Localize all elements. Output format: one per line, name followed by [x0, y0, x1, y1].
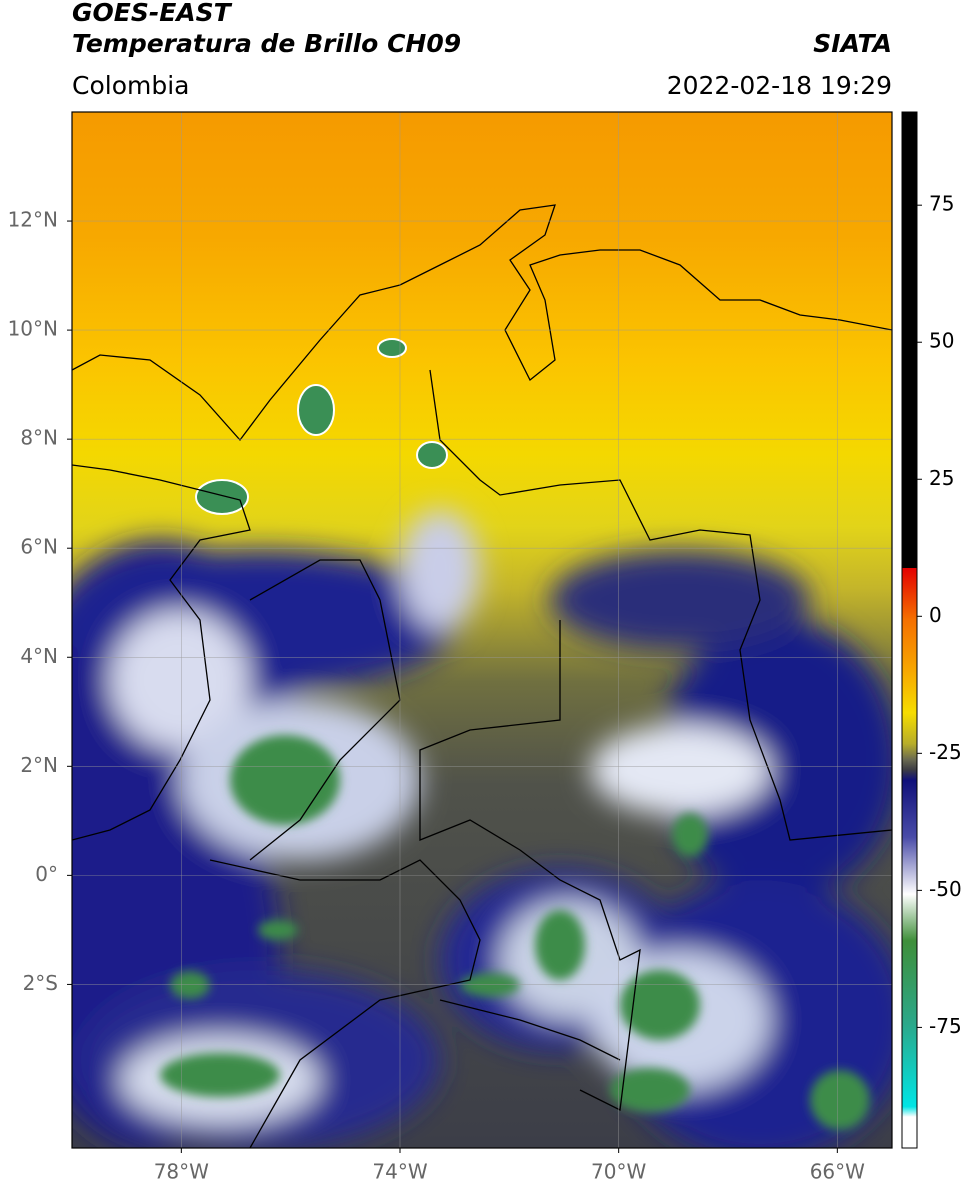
storm-cell [377, 338, 407, 358]
cloud [590, 725, 770, 815]
cold-top [258, 920, 298, 940]
border [429, 369, 892, 841]
cold-top [460, 973, 520, 997]
map-frame [71, 111, 893, 1149]
cloud [550, 550, 810, 650]
y-tick-label: 0° [35, 862, 58, 886]
colorbar-label: -75 [929, 1014, 962, 1038]
cold-top [620, 970, 700, 1040]
cold-top [160, 1053, 280, 1097]
y-tick-label: 6°N [20, 535, 58, 559]
cold-top [672, 813, 708, 857]
cold-top [610, 1068, 690, 1112]
cold-tops [160, 735, 870, 1130]
storm-cell [416, 441, 448, 469]
imagery [72, 112, 892, 1148]
colorbar-label: 50 [929, 329, 954, 353]
y-tick-label: 4°N [20, 644, 58, 668]
colorbar-label: 0 [929, 603, 942, 627]
border [209, 859, 481, 1148]
coastline [72, 464, 251, 841]
cloud [660, 620, 892, 900]
storm-cell [297, 384, 335, 436]
x-tick-label: 78°W [154, 1160, 209, 1184]
colorbar [901, 111, 918, 1149]
graticule [72, 112, 892, 1148]
cloud [400, 510, 480, 630]
cold-top [170, 971, 210, 999]
datetime: 2022-02-18 19:29 [667, 71, 892, 100]
colorbar-label: -25 [929, 740, 962, 764]
border [249, 559, 401, 861]
cloud [110, 610, 250, 750]
colorbar-label: 75 [929, 192, 954, 216]
cold-top [810, 1070, 870, 1130]
y-tick-label: 2°S [23, 971, 58, 995]
coastline [72, 204, 892, 442]
colorbar-label: 25 [929, 466, 954, 490]
storm-cells [195, 338, 448, 515]
colorbar-label: -50 [929, 877, 962, 901]
x-tick-label: 66°W [810, 1160, 865, 1184]
x-tick-label: 74°W [372, 1160, 427, 1184]
y-tick-label: 12°N [8, 208, 58, 232]
source: SIATA [813, 29, 892, 58]
x-tick-label: 70°W [591, 1160, 646, 1184]
storm-cell [195, 479, 249, 515]
border [419, 620, 641, 1111]
y-tick-label: 2°N [20, 753, 58, 777]
region: Colombia [72, 71, 189, 100]
cold-top [535, 910, 585, 980]
cold-top [230, 735, 340, 825]
title-line2: Temperatura de Brillo CH09 [72, 29, 461, 58]
title-line1: GOES-EAST [72, 0, 233, 27]
y-tick-label: 8°N [20, 426, 58, 450]
border [439, 999, 621, 1061]
borders [72, 204, 892, 1148]
y-tick-label: 10°N [8, 317, 58, 341]
